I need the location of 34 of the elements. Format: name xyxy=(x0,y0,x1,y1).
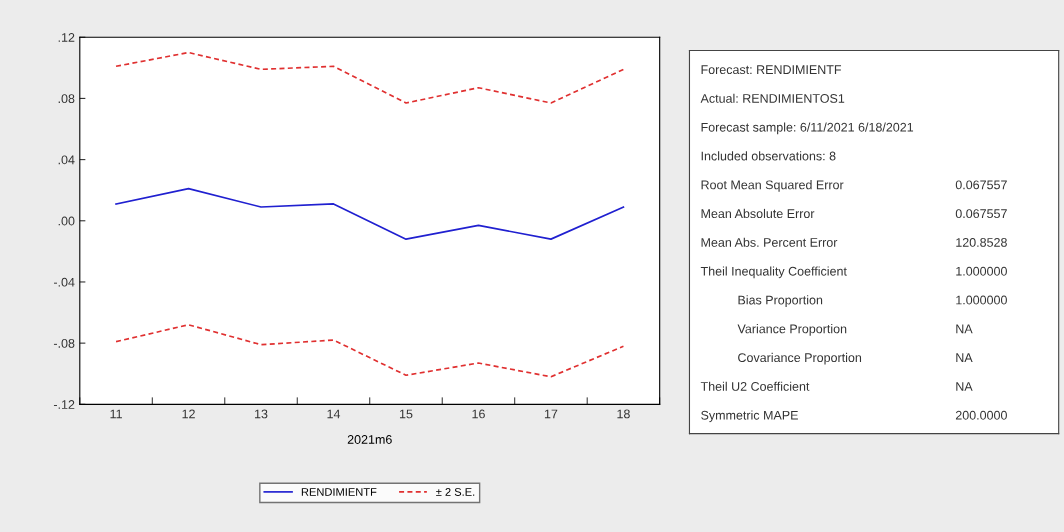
x-tick-label: 12 xyxy=(182,409,195,419)
text: Theil U2 Coefficient NA xyxy=(700,381,973,391)
text: Root Mean Squared Error 0.067557 xyxy=(701,180,1007,192)
legend-label: ± 2 S.E. xyxy=(436,488,475,496)
text: Bias Proportion 1.000000 xyxy=(738,295,1007,307)
legend-label: RENDIMIENTF xyxy=(301,488,377,496)
line-series xyxy=(115,187,625,240)
line-series xyxy=(115,51,625,104)
y-tick-label: .08 xyxy=(58,94,75,104)
text: Symmetric MAPE 200.0000 xyxy=(701,410,1007,423)
y-tick-label: .00 xyxy=(58,216,75,226)
x-axis-title: 2021m6 xyxy=(347,435,392,444)
text: Mean Absolute Error 0.067557 xyxy=(701,208,1007,219)
text: Included observations: 8 xyxy=(701,151,836,161)
text: Theil Inequality Coefficient 1.000000 xyxy=(700,266,1007,279)
x-tick-label: 11 xyxy=(110,409,122,419)
y-tick-label: -.08 xyxy=(53,338,75,348)
text: Forecast: RENDIMIENTF xyxy=(701,65,842,75)
text: Variance Proportion NA xyxy=(737,324,973,336)
x-tick-label: 13 xyxy=(255,409,268,419)
y-tick-label: .04 xyxy=(58,155,75,165)
text: Actual: RENDIMIENTOS1 xyxy=(700,93,845,103)
y-tick-label: .12 xyxy=(58,33,75,42)
x-tick-label: 18 xyxy=(617,409,630,419)
text: Forecast sample: 6/11/2021 6/18/2021 xyxy=(701,122,914,135)
x-tick-label: 17 xyxy=(544,409,558,419)
y-tick-label: -.12 xyxy=(53,400,75,409)
line-series xyxy=(115,323,625,378)
y-tick-label: -.04 xyxy=(53,277,75,287)
x-tick-label: 15 xyxy=(399,409,413,419)
text: Mean Abs. Percent Error 120.8528 xyxy=(701,237,1007,247)
x-tick-label: 16 xyxy=(472,409,485,419)
x-tick-label: 14 xyxy=(327,409,341,419)
text: Covariance Proportion NA xyxy=(738,352,973,365)
